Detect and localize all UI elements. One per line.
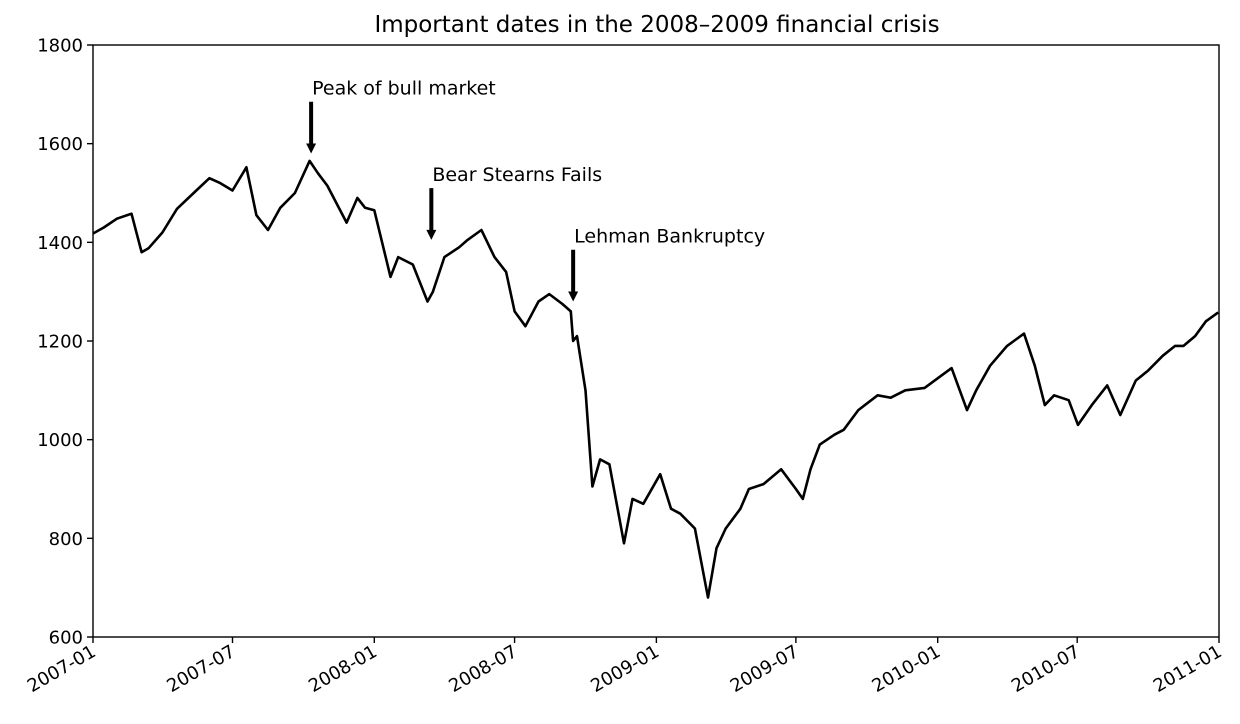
x-axis: 2007-01 2007-07 2008-01 2008-07 2009-01 2009-… [24,637,1226,697]
x-tick-label: 2010-07 [1008,641,1084,697]
x-tick-label: 2010-01 [869,641,945,697]
annotation: Peak of bull market [306,78,496,154]
annotation-arrow-head [568,291,579,302]
x-tick-label: 2007-07 [163,641,239,697]
x-tick-label: 2008-01 [305,641,381,697]
y-tick-label: 600 [49,628,83,649]
x-tick-label: 2008-07 [445,641,521,697]
chart-title: Important dates in the 2008–2009 financi… [374,12,939,38]
y-axis: 600 800 1000 1200 1400 1600 1800 [37,36,93,649]
x-tick-label: 2009-07 [727,641,803,697]
annotation-arrow-head [426,229,437,240]
y-tick-label: 1800 [37,36,83,57]
annotations: Peak of bull market Bear Stearns Fails Leh… [306,78,765,302]
x-tick-label: 2009-01 [587,641,663,697]
plot-frame [92,44,1220,638]
annotation-label: Bear Stearns Fails [432,164,602,186]
x-tick-label: 2011-01 [1150,641,1226,697]
y-tick-label: 1200 [37,332,83,353]
y-tick-label: 1000 [37,430,83,451]
x-tick-label: 2007-01 [24,641,100,697]
annotation-arrow-head [306,143,317,154]
annotation: Lehman Bankruptcy [568,226,765,302]
series-line [92,159,1219,599]
y-tick-label: 800 [49,529,83,550]
y-tick-label: 1600 [37,134,83,155]
annotation-label: Lehman Bankruptcy [574,226,765,248]
annotation-label: Peak of bull market [312,78,496,100]
annotation: Bear Stearns Fails [426,164,602,240]
y-tick-label: 1400 [37,233,83,254]
